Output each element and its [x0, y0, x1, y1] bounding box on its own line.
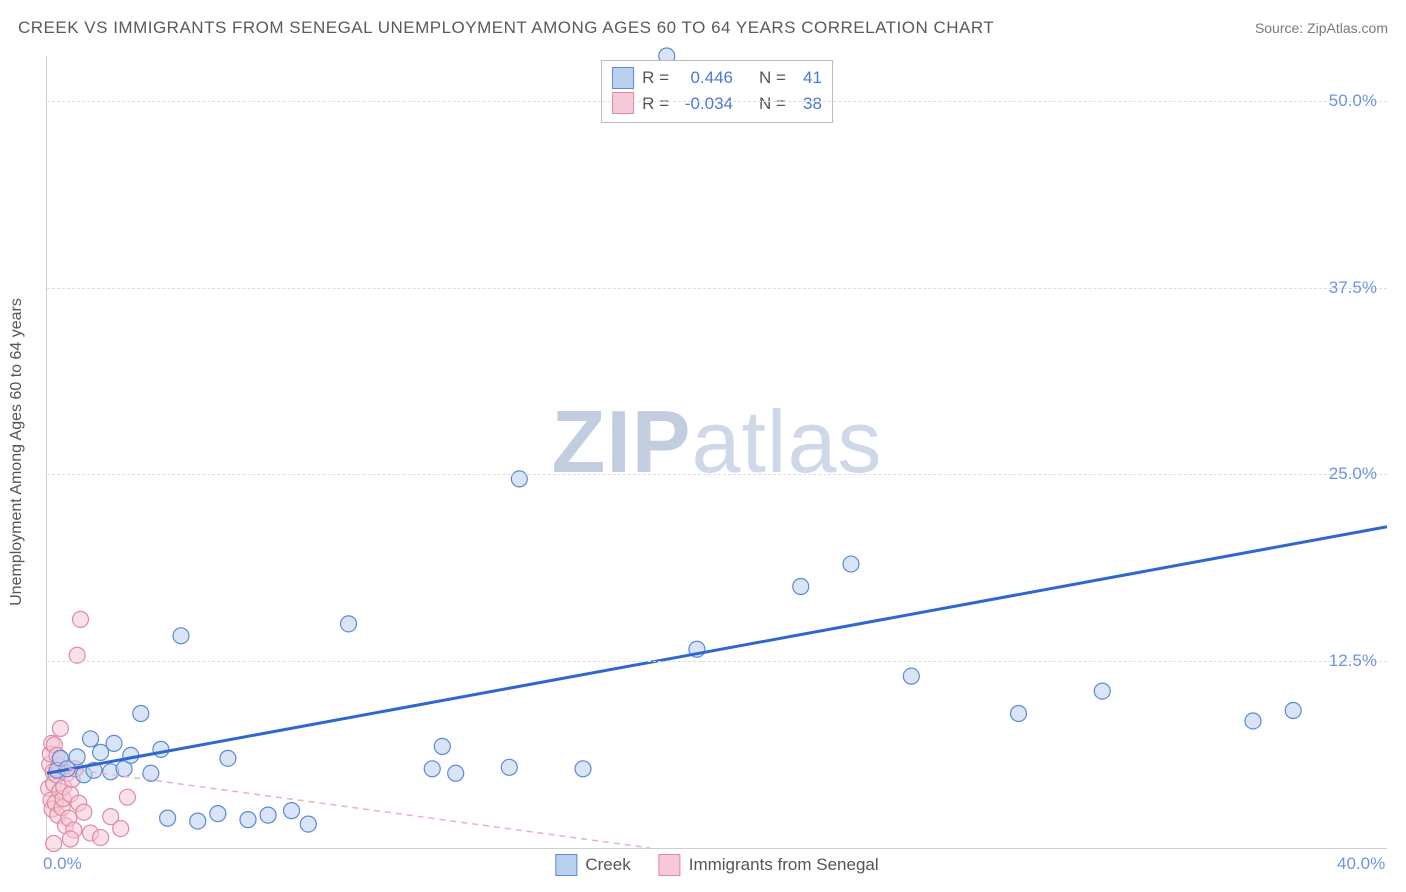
y-tick-label: 25.0%	[1329, 464, 1377, 484]
data-point	[448, 765, 464, 781]
gridline	[47, 101, 1387, 102]
series-label: Immigrants from Senegal	[689, 855, 879, 875]
data-point	[903, 668, 919, 684]
n-value: 38	[794, 91, 822, 117]
data-point	[220, 750, 236, 766]
y-axis-label: Unemployment Among Ages 60 to 64 years	[8, 298, 26, 606]
data-point	[133, 706, 149, 722]
n-value: 41	[794, 65, 822, 91]
data-point	[341, 616, 357, 632]
data-point	[284, 803, 300, 819]
data-point	[46, 836, 62, 852]
data-point	[93, 830, 109, 846]
data-point	[119, 789, 135, 805]
data-point	[190, 813, 206, 829]
legend-row: R = -0.034 N = 38	[612, 91, 822, 117]
data-point	[113, 821, 129, 837]
data-point	[52, 720, 68, 736]
data-point	[300, 816, 316, 832]
legend-swatch	[612, 67, 634, 89]
data-point	[62, 831, 78, 847]
gridline	[47, 474, 1387, 475]
y-tick-label: 50.0%	[1329, 91, 1377, 111]
r-label: R =	[642, 65, 669, 91]
data-point	[843, 556, 859, 572]
plot-area: Unemployment Among Ages 60 to 64 years Z…	[46, 56, 1387, 849]
data-point	[69, 749, 85, 765]
chart-title: CREEK VS IMMIGRANTS FROM SENEGAL UNEMPLO…	[18, 18, 994, 38]
trend-line	[47, 527, 1387, 774]
data-point	[160, 810, 176, 826]
series-legend-item: Creek	[555, 854, 630, 876]
chart-svg	[47, 56, 1387, 848]
data-point	[424, 761, 440, 777]
data-point	[73, 611, 89, 627]
gridline	[47, 288, 1387, 289]
trend-line	[47, 766, 650, 848]
correlation-legend: R = 0.446 N = 41 R = -0.034 N = 38	[601, 60, 833, 123]
r-label: R =	[642, 91, 669, 117]
legend-swatch	[659, 854, 681, 876]
series-legend-item: Immigrants from Senegal	[659, 854, 879, 876]
data-point	[173, 628, 189, 644]
data-point	[793, 578, 809, 594]
chart-source: Source: ZipAtlas.com	[1255, 20, 1388, 36]
data-point	[575, 761, 591, 777]
legend-swatch	[612, 92, 634, 114]
data-point	[106, 735, 122, 751]
n-label: N =	[759, 91, 786, 117]
series-label: Creek	[585, 855, 630, 875]
series-legend: Creek Immigrants from Senegal	[555, 854, 878, 876]
x-tick-label: 40.0%	[1337, 854, 1385, 874]
data-point	[1285, 703, 1301, 719]
r-value: 0.446	[677, 65, 733, 91]
legend-row: R = 0.446 N = 41	[612, 65, 822, 91]
data-point	[210, 806, 226, 822]
data-point	[76, 804, 92, 820]
data-point	[153, 741, 169, 757]
x-tick-label: 0.0%	[43, 854, 82, 874]
data-point	[511, 471, 527, 487]
data-point	[434, 738, 450, 754]
data-point	[501, 759, 517, 775]
gridline	[47, 661, 1387, 662]
n-label: N =	[759, 65, 786, 91]
legend-swatch	[555, 854, 577, 876]
data-point	[260, 807, 276, 823]
data-point	[240, 812, 256, 828]
y-tick-label: 12.5%	[1329, 651, 1377, 671]
data-point	[1094, 683, 1110, 699]
data-point	[1011, 706, 1027, 722]
data-point	[83, 731, 99, 747]
r-value: -0.034	[677, 91, 733, 117]
y-tick-label: 37.5%	[1329, 278, 1377, 298]
data-point	[1245, 713, 1261, 729]
